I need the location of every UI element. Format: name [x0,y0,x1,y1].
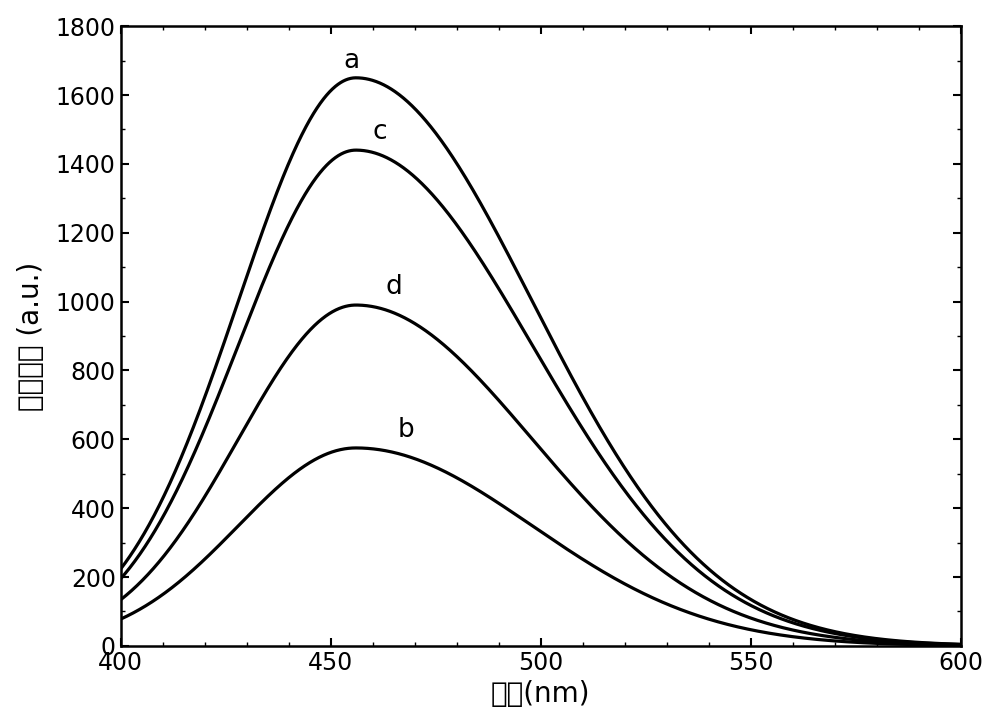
X-axis label: 波长(nm): 波长(nm) [491,680,590,708]
Text: a: a [343,49,359,75]
Text: d: d [385,274,402,300]
Y-axis label: 荧光强度 (a.u.): 荧光强度 (a.u.) [17,262,45,410]
Text: b: b [398,417,415,443]
Text: c: c [373,119,387,145]
